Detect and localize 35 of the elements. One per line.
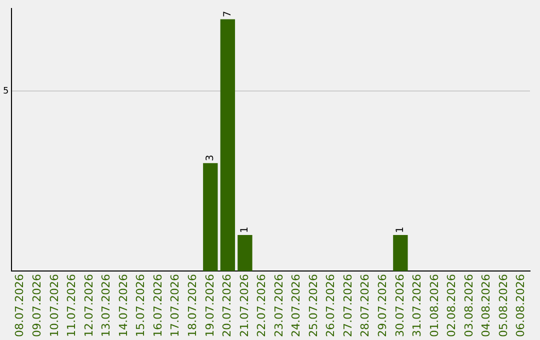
x-tick-label: 12.07.2026 (82, 274, 96, 338)
x-tick-label: 19.07.2026 (203, 274, 216, 338)
x-tick-label: 30.07.2026 (393, 274, 406, 338)
x-tick-label: 14.07.2026 (116, 274, 130, 338)
x-tick-label: 08.07.2026 (13, 274, 26, 338)
x-tick-label: 27.07.2026 (341, 274, 354, 338)
data-label: 3 (204, 154, 216, 162)
x-tick-label: 09.07.2026 (30, 274, 44, 338)
x-tick-label: 22.07.2026 (255, 274, 268, 338)
x-tick-label: 20.07.2026 (220, 274, 234, 338)
x-tick-label: 18.07.2026 (186, 274, 199, 338)
x-tick-label: 13.07.2026 (100, 274, 113, 338)
x-tick-label: 16.07.2026 (151, 274, 164, 338)
x-tick-label: 04.08.2026 (480, 274, 493, 338)
x-tick-label: 23.07.2026 (272, 274, 286, 338)
x-tick-label: 31.07.2026 (410, 274, 424, 338)
data-label: 1 (395, 226, 406, 234)
x-tick-label: 25.07.2026 (306, 274, 320, 338)
x-tick-label: 21.07.2026 (238, 274, 251, 338)
x-tick-label: 05.08.2026 (496, 274, 510, 338)
data-label: 7 (222, 10, 234, 18)
x-tick-label: 28.07.2026 (358, 274, 372, 338)
y-tick-label: 5 (2, 86, 9, 96)
x-tick-label: 10.07.2026 (48, 274, 61, 338)
data-label: 1 (240, 226, 251, 234)
x-tick-label: 26.07.2026 (324, 274, 338, 338)
x-tick-label: 15.07.2026 (134, 274, 148, 338)
x-tick-label: 06.08.2026 (514, 274, 528, 338)
x-tick-label: 01.08.2026 (428, 274, 441, 338)
x-tick-label: 11.07.2026 (65, 274, 78, 338)
x-tick-label: 24.07.2026 (290, 274, 303, 338)
x-tick-label: 29.07.2026 (376, 274, 390, 338)
x-tick-label: 02.08.2026 (445, 274, 458, 338)
x-tick-label: 17.07.2026 (168, 274, 182, 338)
x-tick-label: 03.08.2026 (462, 274, 476, 338)
